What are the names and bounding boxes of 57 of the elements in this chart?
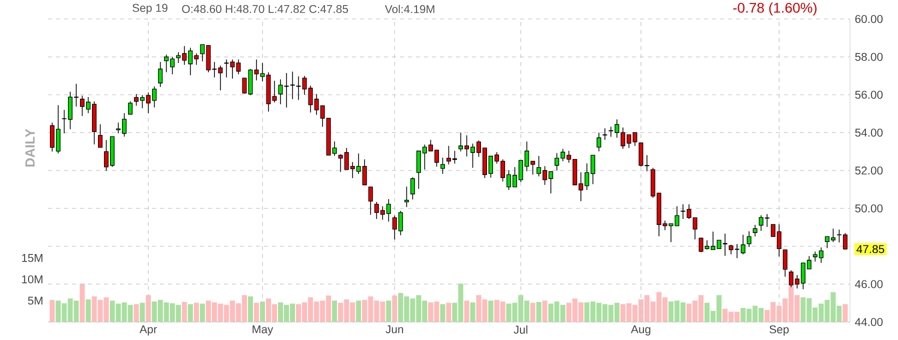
x-tick-label: Jun <box>386 325 404 334</box>
y-tick-label: 56.00 <box>855 90 883 99</box>
text: Sep 19 <box>132 4 168 14</box>
text: DAILY <box>25 128 35 166</box>
bar <box>488 300 494 322</box>
y-tick-label: 60.00 <box>855 15 883 24</box>
text: Vol:4.19M <box>384 4 434 14</box>
bar <box>440 304 446 322</box>
candlestick <box>290 71 295 100</box>
candlestick <box>752 224 758 237</box>
bar <box>470 302 476 322</box>
bar <box>134 304 139 322</box>
y-tick-label: 52.00 <box>855 166 883 175</box>
x-tick-label: May <box>252 325 274 336</box>
bar <box>182 302 187 322</box>
y-tick-label: 54.00 <box>855 128 883 137</box>
y2-tick-label: 15M <box>22 254 42 262</box>
bar <box>386 300 392 322</box>
candlestick <box>158 62 163 88</box>
y-tick-label: 46.00 <box>854 280 883 288</box>
text: 47.85 <box>856 245 884 254</box>
y2-tick-label: 5M <box>28 296 42 305</box>
bar <box>140 302 145 322</box>
candlestick <box>596 132 602 152</box>
bar <box>248 296 253 322</box>
candlestick <box>404 186 409 208</box>
x-tick-label: Jul <box>514 325 528 334</box>
bar <box>446 302 452 322</box>
candlestick <box>602 128 608 140</box>
y-tick-label: 58.00 <box>855 52 883 61</box>
candlestick <box>98 124 103 148</box>
bar <box>86 299 91 322</box>
candlestick <box>782 249 788 278</box>
bar <box>254 302 259 322</box>
x-tick-label: Aug <box>630 325 650 336</box>
candlestick <box>368 186 373 216</box>
x-tick-label: Apr <box>140 325 157 336</box>
bar <box>194 302 199 322</box>
candlestick <box>746 230 752 248</box>
bar <box>188 304 193 322</box>
candlestick <box>440 157 445 174</box>
candlestick <box>410 176 415 200</box>
bar <box>536 302 542 322</box>
bar <box>356 300 362 322</box>
bar <box>200 304 205 322</box>
y-tick-label: 50.00 <box>855 204 883 212</box>
text: -0.78 (1.60%) <box>733 2 817 16</box>
bar <box>842 304 848 322</box>
bar <box>80 284 85 322</box>
bar <box>146 295 151 322</box>
y2-tick-label: 10M <box>22 275 42 284</box>
candlestick <box>128 100 133 115</box>
text: O:48.60 H:48.70 L:47.82 C:47.85 <box>182 4 348 14</box>
bar <box>464 300 470 322</box>
x-tick-label: Sep <box>770 325 789 336</box>
y-tick-label: 44.00 <box>854 318 883 326</box>
bar <box>332 300 338 322</box>
